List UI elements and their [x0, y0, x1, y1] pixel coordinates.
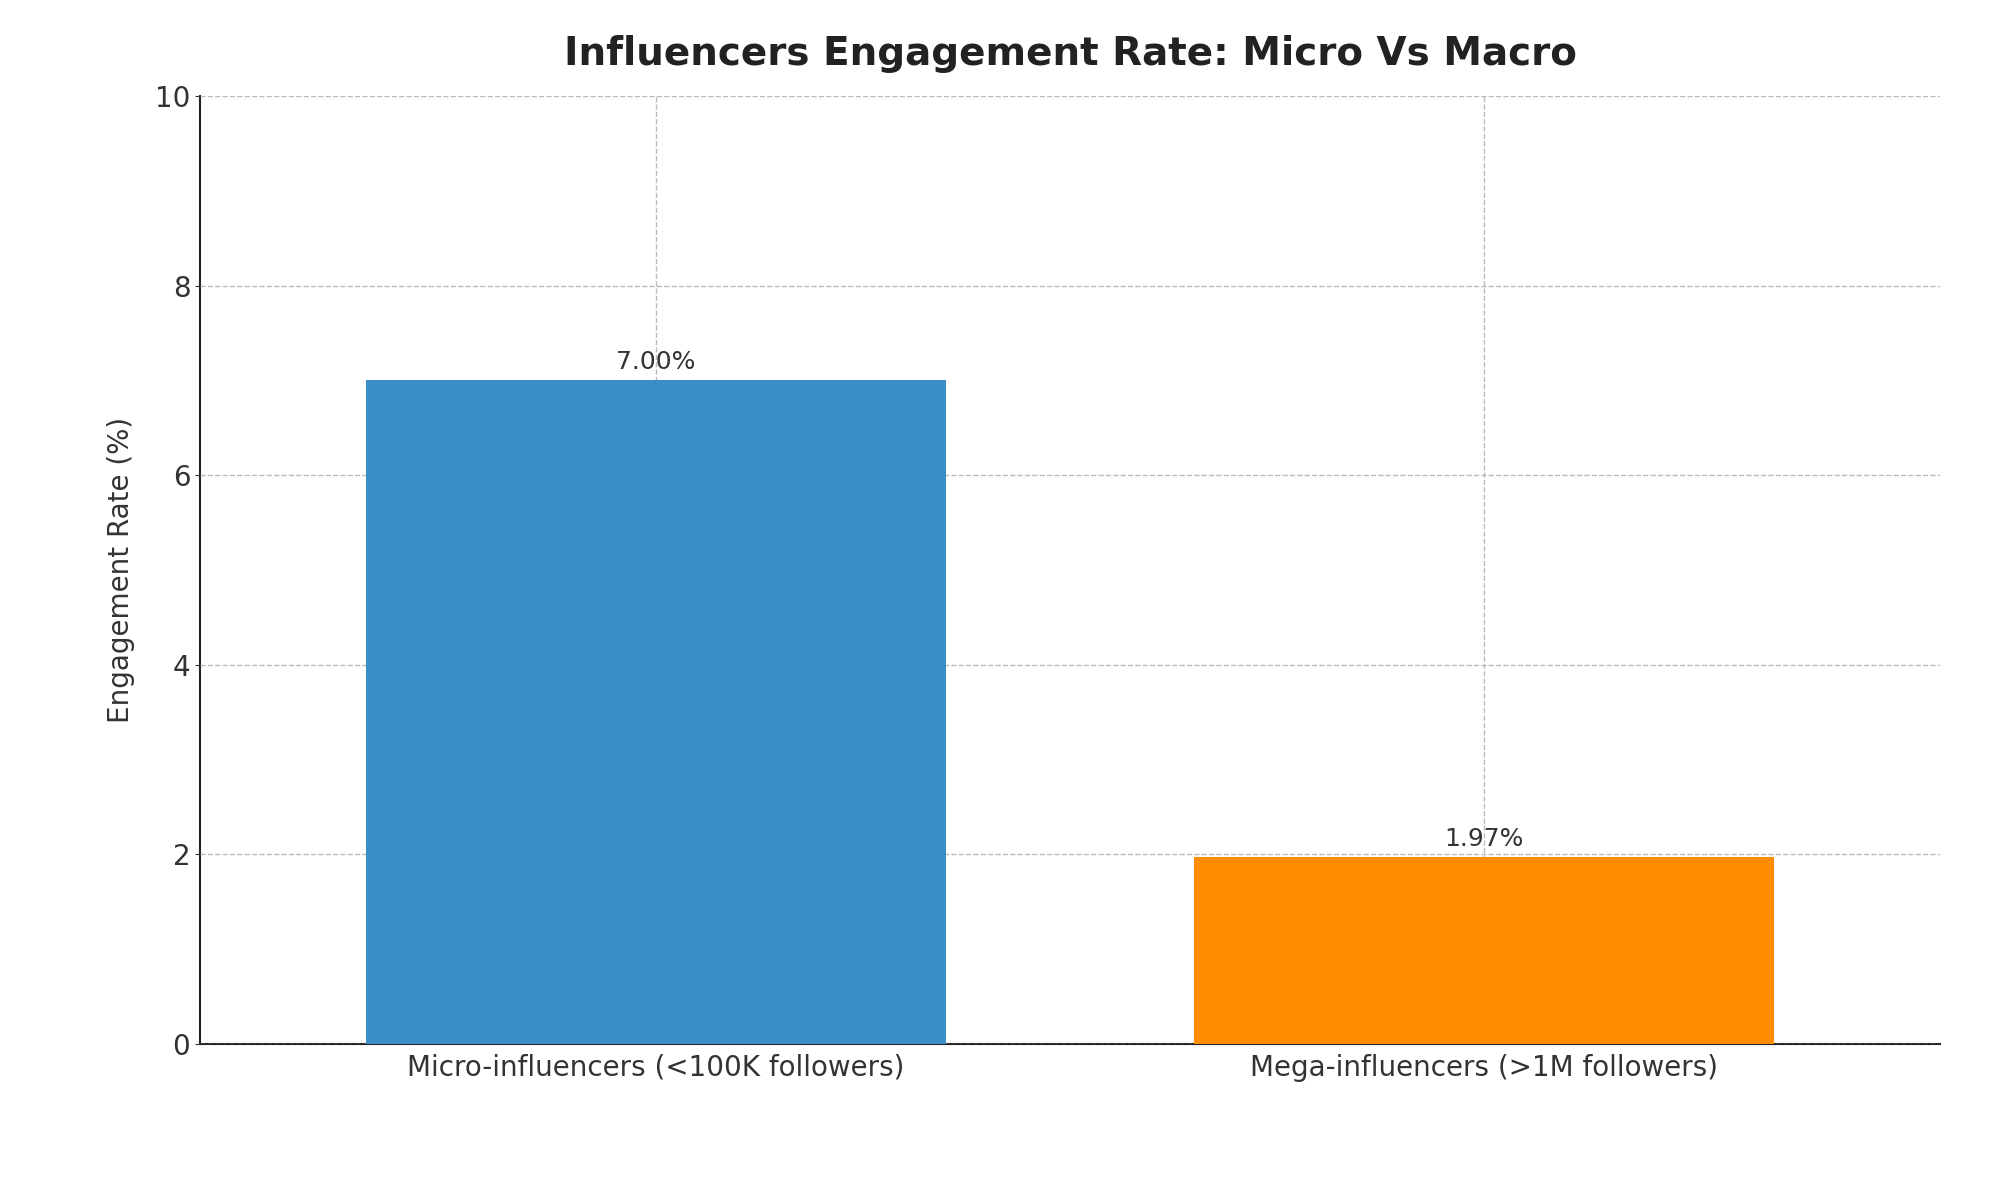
Title: Influencers Engagement Rate: Micro Vs Macro: Influencers Engagement Rate: Micro Vs Ma…: [564, 36, 1576, 73]
Y-axis label: Engagement Rate (%): Engagement Rate (%): [108, 416, 136, 724]
Bar: [1194, 857, 1774, 1044]
Bar: [366, 380, 946, 1044]
Text: 7.00%: 7.00%: [616, 349, 696, 373]
Text: 1.97%: 1.97%: [1444, 827, 1524, 851]
